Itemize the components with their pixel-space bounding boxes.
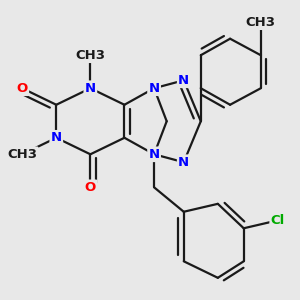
Text: N: N — [178, 74, 189, 87]
Text: N: N — [85, 82, 96, 95]
Text: CH3: CH3 — [246, 16, 276, 29]
Text: CH3: CH3 — [75, 49, 105, 62]
Text: N: N — [51, 131, 62, 144]
Text: O: O — [85, 181, 96, 194]
Text: N: N — [178, 156, 189, 169]
Text: N: N — [148, 148, 160, 161]
Text: O: O — [16, 82, 28, 95]
Text: N: N — [148, 82, 160, 95]
Text: CH3: CH3 — [7, 148, 37, 161]
Text: Cl: Cl — [271, 214, 285, 227]
